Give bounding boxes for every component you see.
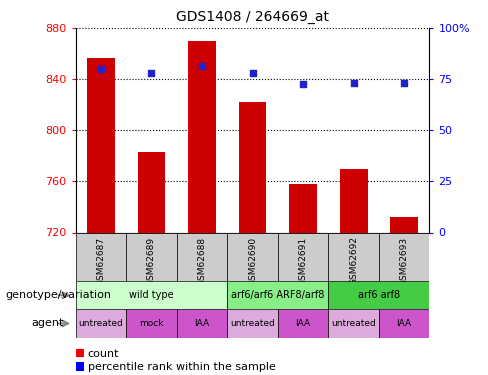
- Bar: [177, 232, 227, 281]
- Text: GSM62693: GSM62693: [400, 236, 408, 285]
- Bar: [227, 309, 278, 338]
- Text: GSM62687: GSM62687: [97, 236, 105, 285]
- Bar: [340, 169, 367, 232]
- Text: GSM62691: GSM62691: [299, 236, 307, 285]
- Bar: [239, 102, 266, 232]
- Text: percentile rank within the sample: percentile rank within the sample: [88, 363, 276, 372]
- Bar: [126, 232, 177, 281]
- Bar: [328, 281, 429, 309]
- Text: untreated: untreated: [79, 319, 123, 328]
- Bar: [278, 232, 328, 281]
- Bar: [379, 232, 429, 281]
- Bar: [390, 217, 418, 232]
- Bar: [138, 152, 165, 232]
- Text: agent: agent: [32, 318, 64, 328]
- Text: IAA: IAA: [397, 319, 412, 328]
- Text: untreated: untreated: [230, 319, 275, 328]
- Point: [97, 66, 105, 72]
- Text: untreated: untreated: [331, 319, 376, 328]
- Text: count: count: [88, 350, 120, 359]
- Bar: [289, 184, 317, 232]
- Bar: [227, 232, 278, 281]
- Bar: [177, 309, 227, 338]
- Bar: [188, 41, 216, 232]
- Text: GSM62688: GSM62688: [198, 236, 206, 285]
- Point: [350, 80, 358, 86]
- Text: GSM62689: GSM62689: [147, 236, 156, 285]
- Bar: [76, 309, 126, 338]
- Text: wild type: wild type: [129, 290, 174, 300]
- Bar: [328, 309, 379, 338]
- Bar: [87, 57, 115, 232]
- Text: mock: mock: [139, 319, 163, 328]
- Text: genotype/variation: genotype/variation: [5, 290, 111, 300]
- Point: [147, 70, 155, 76]
- Point: [400, 80, 408, 86]
- Title: GDS1408 / 264669_at: GDS1408 / 264669_at: [176, 10, 329, 24]
- Bar: [278, 309, 328, 338]
- Bar: [126, 309, 177, 338]
- Point: [198, 63, 206, 69]
- Text: arf6/arf6 ARF8/arf8: arf6/arf6 ARF8/arf8: [231, 290, 325, 300]
- Bar: [76, 232, 126, 281]
- Text: IAA: IAA: [194, 319, 209, 328]
- Bar: [76, 281, 227, 309]
- Point: [249, 70, 257, 76]
- Text: GSM62692: GSM62692: [349, 236, 358, 285]
- Text: arf6 arf8: arf6 arf8: [358, 290, 400, 300]
- Text: IAA: IAA: [296, 319, 311, 328]
- Bar: [227, 281, 328, 309]
- Bar: [379, 309, 429, 338]
- Text: GSM62690: GSM62690: [248, 236, 257, 285]
- Bar: [328, 232, 379, 281]
- Point: [299, 81, 307, 87]
